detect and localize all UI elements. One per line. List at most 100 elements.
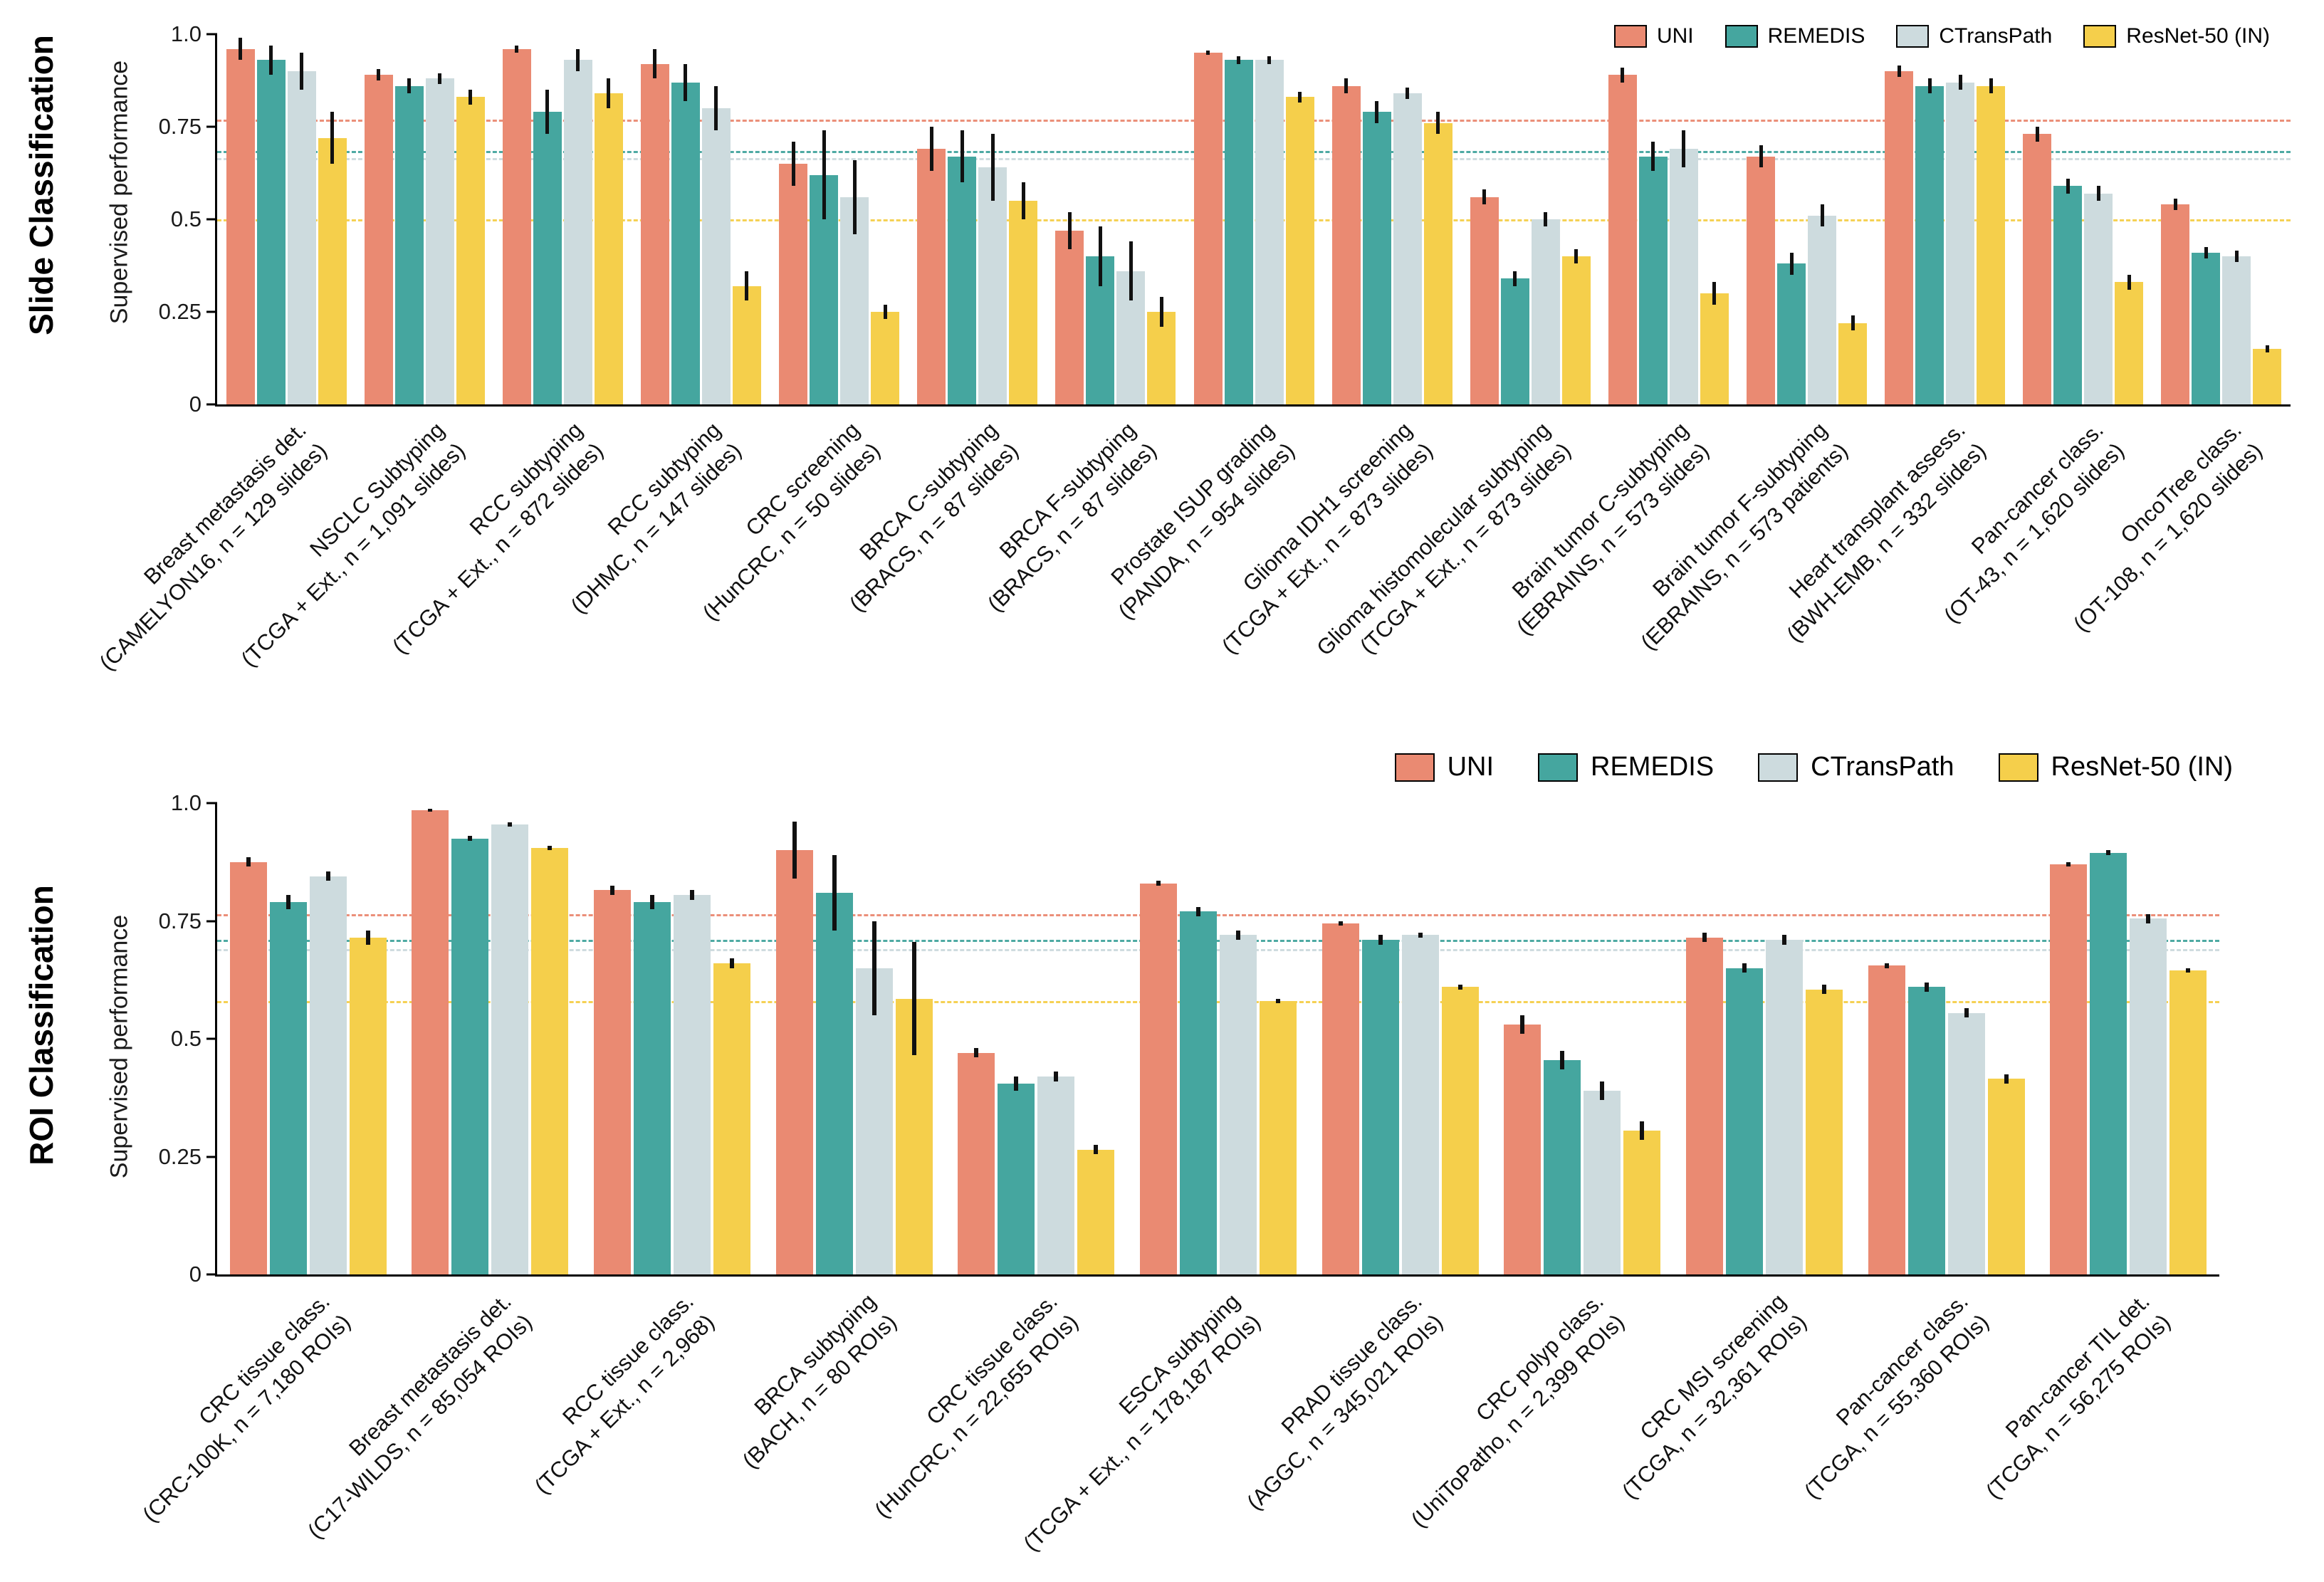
- x-label-task: RCC tissue class.: [558, 1289, 698, 1430]
- x-category-label: Pan-cancer TIL det. (TCGA, n = 56,275 ROI…: [1959, 1287, 2177, 1505]
- baseline-uni: [217, 119, 2291, 122]
- error-bar: [286, 895, 290, 909]
- y-tick-label: 0.5: [170, 206, 201, 231]
- bar-resnet-50-in: [318, 137, 347, 404]
- y-tick-label: 0.5: [170, 1026, 201, 1051]
- bar-group-3: [217, 803, 2219, 1274]
- x-label-task: CRC tissue class.: [193, 1289, 335, 1430]
- plot-area: 0 0.25 0.5 0.75 1.0 CRC tissue class. (CRC-100…: [137, 790, 2219, 1556]
- bar-resnet-50-in: [594, 93, 623, 404]
- error-bar: [1884, 963, 1889, 968]
- error-bar: [1276, 998, 1280, 1004]
- bar-ctranspath: [701, 108, 731, 404]
- error-bar: [1196, 906, 1200, 916]
- x-label-task: CRC MSI screening: [1635, 1289, 1791, 1445]
- bar-ctranspath: [855, 968, 893, 1274]
- error-bar: [1964, 1007, 1969, 1018]
- x-label-task: Pan-cancer TIL det.: [2000, 1289, 2155, 1443]
- error-bar: [300, 53, 304, 90]
- x-label-dataset: (UniToPatho, n = 2,399 ROIs): [1406, 1309, 1630, 1533]
- bar-group-8: [217, 803, 2219, 1274]
- bar-remedis: [1777, 263, 1806, 404]
- error-bar: [2234, 251, 2239, 262]
- bar-ctranspath: [2084, 193, 2113, 404]
- bar-ctranspath: [1946, 82, 1975, 404]
- legend-item-remedis: REMEDIS: [1724, 24, 1865, 48]
- error-bar: [1206, 51, 1210, 55]
- bar-resnet-50-in: [2169, 970, 2207, 1274]
- x-category-label: Pan-cancer class. (TCGA, n = 55,360 ROIs): [1777, 1287, 1995, 1505]
- error-bar: [1851, 315, 1855, 330]
- error-bar: [974, 1048, 979, 1058]
- error-bar: [650, 895, 655, 909]
- y-axis-line: [215, 34, 217, 407]
- error-bar: [1129, 241, 1133, 301]
- bar-uni: [1747, 156, 1776, 404]
- bar-group-2: [217, 34, 2291, 404]
- bar-group-6: [217, 803, 2219, 1274]
- error-bar: [269, 45, 273, 75]
- bar-group-9: [217, 803, 2219, 1274]
- bar-ctranspath: [309, 876, 347, 1274]
- bar-ctranspath: [2222, 256, 2251, 404]
- bar-group-1: [217, 803, 2219, 1274]
- y-tick-label: 0.75: [158, 908, 201, 933]
- bar-uni: [2050, 864, 2088, 1274]
- error-bar: [852, 159, 857, 234]
- error-bar: [832, 854, 837, 931]
- error-bar: [745, 271, 749, 301]
- error-bar: [792, 822, 797, 879]
- bar-uni: [412, 810, 449, 1274]
- bar-ctranspath: [425, 78, 454, 404]
- legend-item-ctranspath: CTransPath: [1896, 24, 2052, 48]
- y-tick-label: 0.75: [158, 114, 201, 139]
- baseline-ctranspath: [217, 158, 2291, 161]
- error-bar: [2066, 178, 2070, 194]
- bar-group-13: [217, 34, 2291, 404]
- bar-ctranspath: [1393, 93, 1422, 404]
- error-bar: [2173, 199, 2177, 210]
- bar-uni: [775, 850, 813, 1274]
- error-bar: [2106, 850, 2111, 855]
- legend-item-ctranspath: CTransPath: [1758, 752, 1954, 782]
- legend-swatch: [1724, 25, 1758, 48]
- bar-resnet-50-in: [1561, 256, 1591, 404]
- bar-resnet-50-in: [1423, 122, 1452, 404]
- bar-remedis: [948, 156, 977, 404]
- y-tick-mark: [206, 802, 217, 805]
- error-bar: [469, 90, 473, 105]
- slide-classification-chart: Slide Classification Supervised performa…: [0, 0, 2324, 740]
- bar-uni: [1885, 71, 1914, 404]
- plot-area: 0 0.25 0.5 0.75 1.0 Breast metastasis det. (CA…: [95, 21, 2291, 675]
- bar-group-14: [217, 34, 2291, 404]
- legend-swatch: [1394, 753, 1435, 782]
- y-axis-label: Supervised performance: [105, 914, 133, 1179]
- bar-remedis: [1544, 1059, 1581, 1274]
- error-bar: [911, 942, 916, 1056]
- error-bar: [468, 836, 473, 841]
- error-bar: [407, 78, 412, 94]
- error-bar: [872, 921, 876, 1015]
- y-tick-mark: [206, 310, 217, 313]
- error-bar: [1651, 141, 1655, 172]
- error-bar: [607, 78, 611, 108]
- bar-group-5: [217, 803, 2219, 1274]
- bar-group-1: [217, 34, 2291, 404]
- legend-swatch: [2083, 25, 2117, 48]
- error-bar: [2204, 247, 2208, 258]
- error-bar: [1482, 189, 1487, 205]
- y-tick-mark: [206, 1037, 217, 1040]
- bar-group-7: [217, 803, 2219, 1274]
- error-bar: [1560, 1050, 1565, 1070]
- bar-uni: [1055, 230, 1084, 404]
- y-tick-label: 0: [189, 1262, 201, 1287]
- error-bar: [714, 85, 718, 131]
- y-tick-mark: [206, 1156, 217, 1158]
- bar-resnet-50-in: [2253, 349, 2282, 404]
- bar-resnet-50-in: [871, 312, 900, 404]
- bar-uni: [1868, 965, 1905, 1274]
- bar-group-8: [217, 34, 2291, 404]
- bar-ctranspath: [978, 167, 1007, 404]
- bar-resnet-50-in: [1009, 201, 1038, 404]
- bar-ctranspath: [2130, 918, 2167, 1274]
